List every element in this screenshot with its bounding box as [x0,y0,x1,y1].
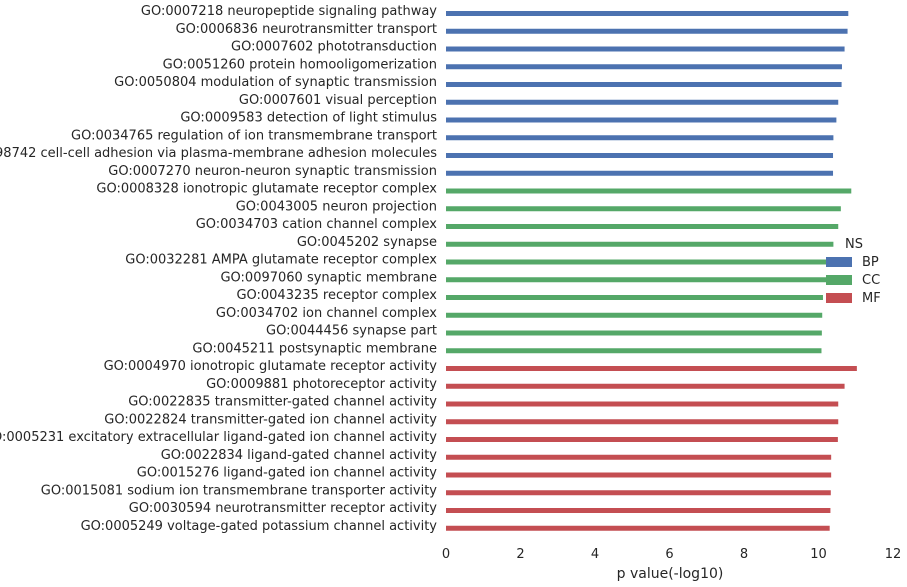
category-label: GO:0022835 transmitter-gated channel act… [128,395,437,410]
legend: NS BP CC MF [826,237,881,306]
x-tick-label: 10 [810,547,827,562]
bar-mf [446,472,832,478]
category-label: GO:0034765 regulation of ion transmembra… [71,128,437,143]
bar-cc [446,259,834,265]
bar-bp [446,11,849,16]
category-label: GO:0007602 phototransduction [231,40,437,55]
category-label: GO:0022824 transmitter-gated ion channel… [104,412,437,427]
category-label: GO:0097060 synaptic membrane [220,270,437,285]
category-label: GO:0009583 detection of light stimulus [180,111,437,126]
category-label: GO:0005249 voltage-gated potassium chann… [81,519,438,534]
category-label: GO:0007218 neuropeptide signaling pathwa… [141,4,437,19]
x-axis-label: p value(-log10) [617,566,724,582]
bar-bp [446,135,834,141]
x-tick-label: 4 [591,547,599,562]
bar-cc [446,188,852,194]
bar-bp [446,46,845,52]
category-label: GO:0098742 cell-cell adhesion via plasma… [0,146,437,161]
bar-mf [446,383,845,389]
legend-label-cc: CC [862,273,880,288]
legend-swatch-cc [826,275,852,285]
legend-swatch-bp [826,257,852,267]
bar-mf [446,401,839,407]
x-tick-label: 12 [885,547,902,562]
legend-label-mf: MF [862,291,881,306]
category-label: GO:0034703 cation channel complex [196,217,438,232]
category-label: GO:0045211 postsynaptic membrane [192,341,437,356]
bar-bp [446,117,837,123]
bar-mf [446,508,831,513]
bars-group [446,11,857,531]
bar-bp [446,153,834,158]
bar-bp [446,170,834,176]
bar-cc [446,312,823,318]
bar-bp [446,99,839,105]
x-tick-label: 0 [442,547,450,562]
category-label: GO:0006836 neurotransmitter transport [176,22,437,37]
category-labels: GO:0007218 neuropeptide signaling pathwa… [0,4,437,534]
bar-mf [446,525,830,531]
bar-mf [446,437,838,442]
legend-swatch-mf [826,293,852,303]
bar-mf [446,366,857,371]
category-label: GO:0034702 ion channel complex [216,306,437,321]
bar-bp [446,64,842,70]
bar-mf [446,419,839,425]
category-label: GO:0007270 neuron-neuron synaptic transm… [108,164,437,179]
category-label: GO:0050804 modulation of synaptic transm… [114,75,437,90]
category-label: GO:0009881 photoreceptor activity [206,377,437,392]
category-label: GO:0022834 ligand-gated channel activity [161,448,438,463]
category-label: GO:0032281 AMPA glutamate receptor compl… [125,253,437,268]
category-label: GO:0015276 ligand-gated ion channel acti… [137,466,438,481]
category-label: GO:0043235 receptor complex [236,288,437,303]
bar-bp [446,82,842,87]
bar-cc [446,224,839,229]
bar-mf [446,454,832,460]
category-label: GO:0004970 ionotropic glutamate receptor… [104,359,438,374]
x-axis-ticks: 0 2 4 6 8 10 12 [442,547,901,562]
category-label: GO:0015081 sodium ion transmembrane tran… [41,483,437,498]
category-label: GO:0043005 neuron projection [236,199,437,214]
category-label: GO:0044456 synapse part [266,324,437,339]
bar-cc [446,330,822,336]
category-label: GO:0008328 ionotropic glutamate receptor… [96,182,437,197]
bar-cc [446,295,823,300]
legend-label-bp: BP [862,255,879,270]
bar-bp [446,28,848,34]
x-tick-label: 6 [665,547,673,562]
category-label: GO:0005231 excitatory extracellular liga… [0,430,437,445]
category-label: GO:0030594 neurotransmitter receptor act… [129,501,438,516]
x-tick-label: 8 [740,547,748,562]
x-tick-label: 2 [516,547,524,562]
category-label: GO:0045202 synapse [297,235,437,250]
category-label: GO:0051260 protein homooligomerization [163,57,437,72]
bar-cc [446,277,834,283]
category-label: GO:0007601 visual perception [239,93,437,108]
bar-mf [446,490,831,496]
bar-cc [446,206,841,212]
bar-cc [446,348,822,354]
bar-cc [446,241,834,247]
legend-title: NS [845,237,863,252]
